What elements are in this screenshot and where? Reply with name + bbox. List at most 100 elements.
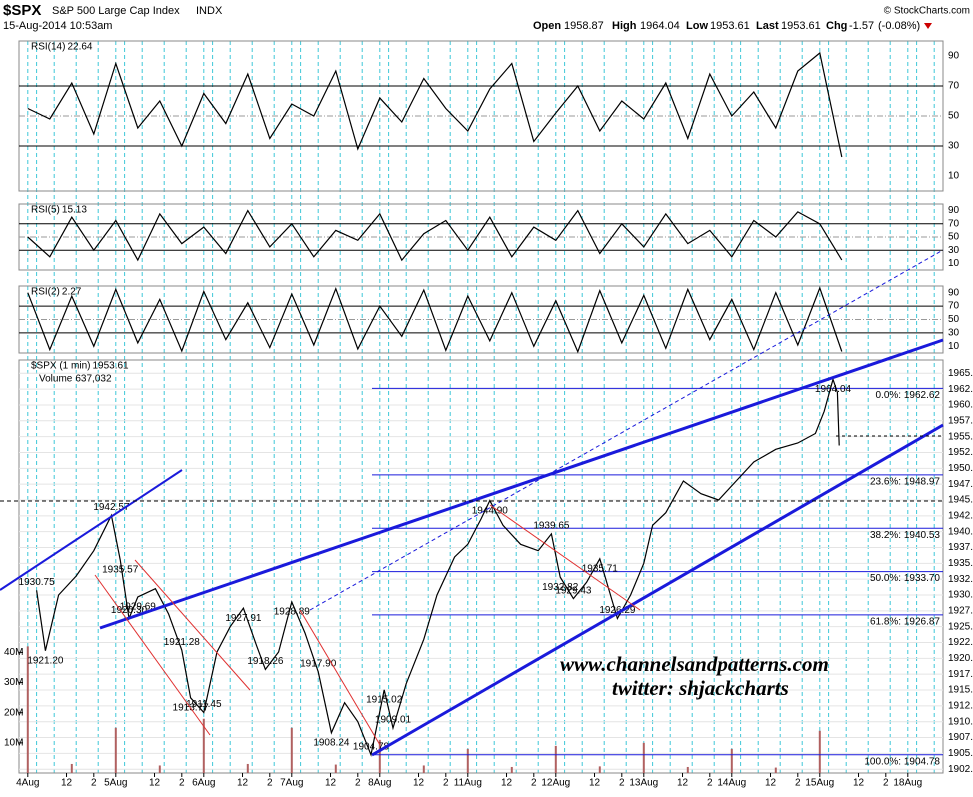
price-annotation: 1929.69 [120,602,157,613]
y-tick-label: 1965.0 [948,368,973,379]
x-tick-label: 15Aug [805,778,834,789]
legend-last: 637,032 [75,374,112,385]
y2-tick-label: 30M [4,677,23,688]
legend-last: 1953.61 [92,361,129,372]
y2-tick-label: 40M [4,647,23,658]
price-annotation: 1927.91 [225,613,262,624]
y-tick-label: 1957.5 [948,415,973,426]
legend-name: RSI(2) [31,287,60,298]
y-tick-label: 1915.0 [948,685,973,696]
credit: © StockCharts.com [884,6,970,17]
y-tick-label: 1912.5 [948,700,973,711]
x-tick-label: 4Aug [16,778,39,789]
fib-label: 23.6%: 1948.97 [870,476,940,487]
fib-label: 100.0%: 1904.78 [864,756,940,767]
y-tick-label: 1927.5 [948,605,973,616]
y-tick-label: 1942.5 [948,510,973,521]
volume-bar [642,742,645,773]
watermark: twitter: shjackcharts [612,676,789,700]
x-tick-label: 13Aug [629,778,658,789]
x-tick-label: 12 [501,778,513,789]
x-tick-label: 12 [413,778,425,789]
y-tick-label: 1922.5 [948,637,973,648]
price-annotation: 1939.65 [533,521,570,532]
price-annotation: 1915.02 [366,695,403,706]
x-tick-label: 2 [619,778,625,789]
y2-tick-label: 20M [4,707,23,718]
x-tick-label: 12 [765,778,777,789]
legend-last: 2.27 [62,287,82,298]
session-lines [27,41,935,773]
last-label: Last [756,20,779,32]
price-annotation: 1935.57 [102,564,139,575]
trend-line [134,559,251,691]
trend-line [99,338,944,630]
volume-bar [246,763,249,773]
x-tick-label: 2 [707,778,713,789]
exchange: INDX [196,5,223,17]
volume-bar [730,748,733,773]
legend-name: Volume [39,374,73,385]
x-tick-label: 7Aug [280,778,303,789]
y-tick-label: 30 [948,141,960,152]
trend-line [94,574,211,736]
trend-line [309,249,944,611]
y-tick-label: 50 [948,232,960,243]
y-tick-label: 1937.5 [948,542,973,553]
fib-label: 50.0%: 1933.70 [870,573,940,584]
y-tick-label: 1907.5 [948,732,973,743]
volume-bar [378,739,381,773]
volume-bar [158,765,161,773]
trend-lines [0,249,944,757]
price-annotation: 1928.89 [274,607,311,618]
volume-bar [70,763,73,773]
y-tick-label: 50 [948,111,960,122]
y-tick-label: 90 [948,51,960,62]
y-tick-label: 1950.0 [948,463,973,474]
fib-label: 0.0%: 1962.62 [876,390,941,401]
y-tick-label: 1930.0 [948,590,973,601]
fib-label: 61.8%: 1926.87 [870,616,940,627]
low-label: Low [686,20,708,32]
y-tick-label: 50 [948,314,960,325]
price-annotation: 1942.57 [93,502,130,513]
x-tick-label: 12 [61,778,73,789]
legend-last: 15.13 [62,205,87,216]
y2-tick-label: 10M [4,737,23,748]
y-tick-label: 1932.5 [948,574,973,585]
trend-line [0,469,183,591]
y-tick-label: 1905.0 [948,748,973,759]
y-tick-label: 10 [948,341,960,352]
price-annotation: 1926.29 [599,605,636,616]
volume-bar [686,766,689,773]
volume-bar [774,767,777,773]
x-tick-label: 5Aug [104,778,127,789]
trend-line [371,423,944,757]
y-tick-label: 1940.0 [948,526,973,537]
chg-pct: (-0.08%) [878,20,920,32]
y-tick-label: 70 [948,218,960,229]
watermark: www.channelsandpatterns.com [560,652,829,676]
volume-bar [554,745,557,773]
y-tick-label: 1910.0 [948,716,973,727]
x-tick-label: 2 [531,778,537,789]
volume-bar [26,646,29,773]
index-name: S&P 500 Large Cap Index [52,5,180,17]
y-tick-label: 1952.5 [948,447,973,458]
y-tick-label: 10 [948,258,960,269]
price-annotation: 1909.01 [375,715,412,726]
x-tick-label: 12 [853,778,865,789]
series-line [36,377,840,757]
y-tick-label: 1902.5 [948,764,973,775]
price-annotation: 1921.28 [164,637,201,648]
trend-line [489,504,641,611]
volume-bar [114,727,117,773]
y-tick-label: 90 [948,287,960,298]
y-tick-label: 90 [948,205,960,216]
series-line [27,286,843,354]
date: 15-Aug-2014 10:53am [3,20,112,32]
y-tick-label: 70 [948,81,960,92]
y-tick-label: 1917.5 [948,669,973,680]
